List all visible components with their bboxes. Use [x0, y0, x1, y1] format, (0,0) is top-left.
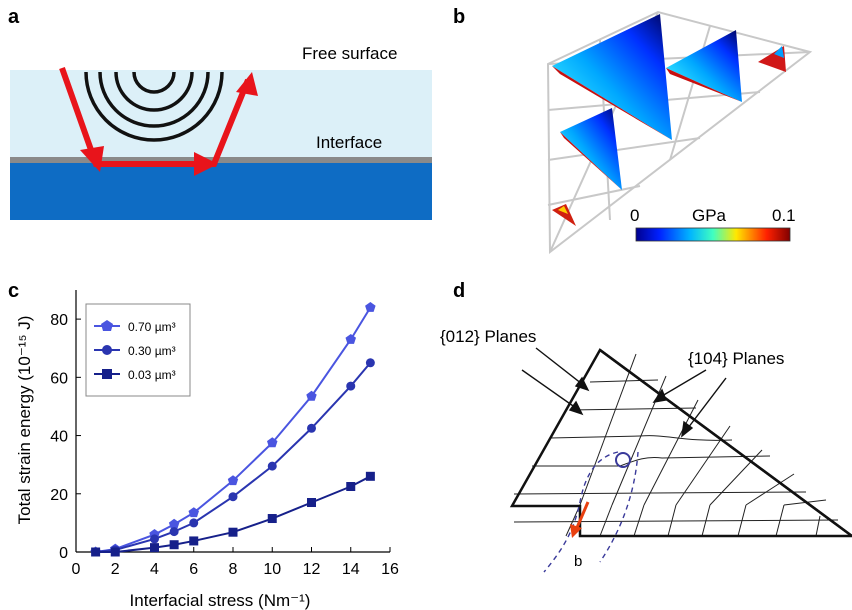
- data-point: [306, 390, 317, 401]
- data-point: [365, 302, 376, 312]
- data-point: [150, 543, 159, 553]
- colorbar: [635, 227, 791, 242]
- data-point: [365, 471, 375, 481]
- legend-label-030: 0.30 µm³: [128, 344, 176, 358]
- data-point: [189, 518, 199, 528]
- dislocation-path: [543, 451, 639, 573]
- data-point: [307, 423, 316, 433]
- legend-entry-070: 0.70 µm³: [94, 320, 176, 334]
- legend-label-003: 0.03 µm³: [128, 368, 176, 382]
- data-point: [307, 498, 316, 508]
- panel-d-dislocation-diagram: {012} Planes {104} Planes b: [440, 327, 852, 573]
- y-tick-label: 80: [50, 312, 68, 329]
- triangle-outline: [509, 348, 852, 538]
- data-point: [227, 475, 239, 486]
- planes-104-label: {104} Planes: [688, 349, 784, 368]
- data-point: [345, 334, 356, 344]
- x-tick-label: 2: [111, 561, 120, 578]
- data-point: [188, 507, 199, 518]
- data-point: [228, 492, 238, 502]
- substrate-layer: [10, 163, 432, 220]
- x-tick-label: 14: [342, 561, 360, 578]
- data-point: [267, 514, 277, 524]
- wave-arcs: [84, 71, 224, 142]
- legend-label-070: 0.70 µm³: [128, 320, 176, 334]
- data-point: [346, 381, 356, 391]
- panel-b-stress-map: 0 GPa 0.1: [546, 10, 813, 255]
- series-line-1: [95, 362, 372, 553]
- panel-c-label: c: [8, 280, 20, 302]
- panel-b-label: b: [453, 6, 466, 28]
- planes-012-label: {012} Planes: [440, 327, 536, 346]
- arrowhead-left-down: [80, 146, 104, 172]
- data-point: [169, 527, 179, 537]
- legend-entry-030: 0.30 µm³: [94, 344, 176, 358]
- data-point: [91, 547, 101, 557]
- data-point: [189, 536, 199, 546]
- wave-arrow: [59, 66, 251, 167]
- x-axis-label: Interfacial stress (Nm⁻¹): [130, 591, 311, 610]
- panel-a-label: a: [8, 6, 20, 28]
- y-tick-label: 20: [50, 487, 68, 504]
- chart-legend: 0.70 µm³ 0.30 µm³ 0.03 µm³: [85, 303, 191, 397]
- stress-triangles: [552, 14, 786, 226]
- colorbar-min-label: 0: [630, 206, 639, 225]
- y-tick-label: 0: [59, 545, 68, 562]
- data-point: [150, 534, 159, 544]
- arrowhead-top: [236, 72, 258, 96]
- interface-label: Interface: [316, 133, 382, 152]
- triangle-edge: [599, 348, 852, 538]
- arrowhead-bottom: [194, 152, 218, 176]
- free-surface-label: Free surface: [302, 44, 397, 63]
- data-point: [346, 482, 356, 491]
- colorbar-unit-label: GPa: [692, 206, 727, 225]
- x-tick-label: 8: [229, 561, 238, 578]
- dislocation-core-marker: [615, 452, 631, 468]
- burgers-vector-arrow: [574, 501, 590, 531]
- x-tick-label: 4: [150, 561, 159, 578]
- data-point: [267, 461, 277, 471]
- x-tick-label: 6: [189, 561, 198, 578]
- data-point: [267, 437, 278, 448]
- chart-plot-area: 0 2 4 6 8 10 12 14 16 0 20 40 60 80: [50, 290, 399, 578]
- x-tick-label: 0: [72, 561, 81, 578]
- y-tick-label: 60: [50, 370, 68, 387]
- burgers-vector-label: b: [574, 553, 582, 570]
- y-axis-label: Total strain energy (10⁻¹⁵ J): [15, 316, 34, 525]
- annotation-arrows: [521, 347, 727, 438]
- colorbar-max-label: 0.1: [772, 206, 796, 225]
- data-point: [168, 518, 180, 529]
- data-point: [365, 358, 375, 368]
- lattice-grid: [513, 353, 839, 537]
- panel-d-label: d: [453, 280, 466, 302]
- panel-a-diagram: Free surface Interface: [10, 44, 432, 220]
- strain-energy-chart: 0 2 4 6 8 10 12 14 16 0 20 40 60 80 Interfacial stres…: [15, 290, 399, 610]
- y-tick-label: 40: [50, 429, 68, 446]
- series-line-2: [95, 475, 371, 553]
- interface-line: [10, 157, 432, 163]
- legend-entry-003: 0.03 µm³: [94, 368, 176, 382]
- data-point: [228, 527, 238, 537]
- burgers-arrowhead: [570, 524, 582, 538]
- data-point: [169, 540, 179, 550]
- x-tick-label: 10: [263, 561, 281, 578]
- series-line-0: [95, 306, 372, 553]
- x-tick-label: 16: [381, 561, 399, 578]
- data-point: [110, 547, 120, 557]
- x-tick-label: 12: [303, 561, 321, 578]
